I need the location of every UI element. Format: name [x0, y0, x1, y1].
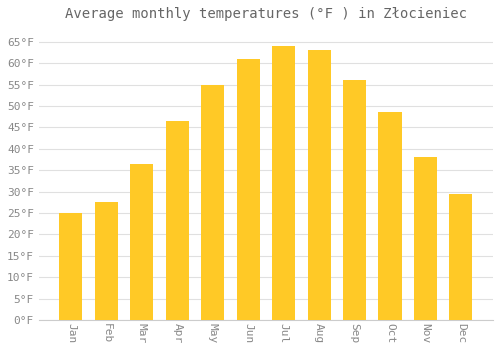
Bar [414, 158, 437, 320]
Bar [272, 46, 295, 320]
Bar [308, 50, 330, 320]
Bar [130, 164, 154, 320]
Bar [236, 59, 260, 320]
Title: Average monthly temperatures (°F ) in Złocieniec: Average monthly temperatures (°F ) in Zł… [65, 7, 467, 21]
Bar [450, 194, 472, 320]
Bar [166, 121, 189, 320]
Bar [95, 202, 118, 320]
Bar [378, 112, 402, 320]
Bar [201, 85, 224, 320]
Bar [343, 80, 366, 320]
Bar [60, 213, 82, 320]
